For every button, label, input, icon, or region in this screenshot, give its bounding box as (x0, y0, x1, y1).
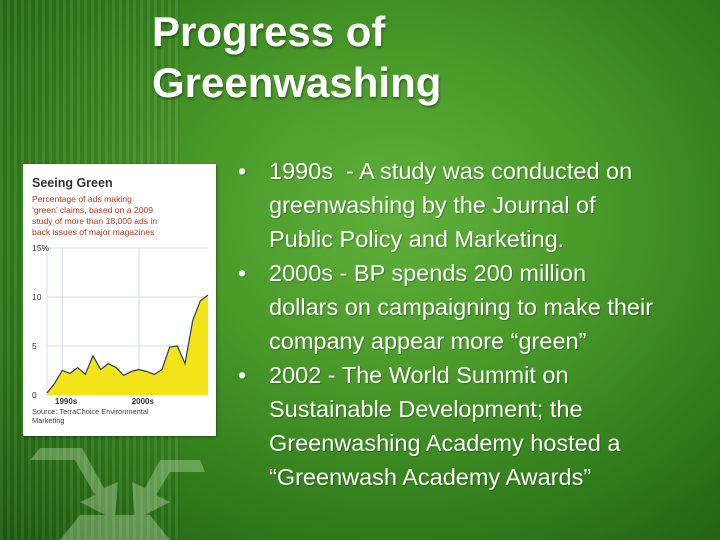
chart-source: Source: TerraChoice EnvironmentalMarketi… (32, 407, 149, 425)
greenwashing-chart: Seeing Green Percentage of ads making ‘gr… (23, 164, 216, 436)
x-tick-label: 1990s (55, 397, 78, 406)
chart-svg: Seeing Green Percentage of ads making‘gr… (32, 176, 209, 425)
bullet-line: “Greenwash Academy Awards” (269, 464, 592, 490)
bullet-line: company appear more “green” (269, 328, 587, 354)
chart-subtitle: Percentage of ads making‘green’ claims, … (32, 194, 157, 237)
chart-subtitle-line: study of more than 18,000 ads in (32, 216, 157, 226)
bullet-line: Public Policy and Marketing. (269, 226, 565, 252)
chart-source-line: Source: TerraChoice Environmental (32, 407, 149, 416)
recycle-icon (30, 448, 205, 540)
bullet-line: 2002 - The World Summit on (269, 362, 569, 388)
bullet-marker: • (238, 362, 247, 388)
chart-subtitle-line: ‘green’ claims, based on a 2009 (32, 205, 153, 215)
y-tick-label: 5 (32, 341, 37, 351)
bullet-line: Greenwashing Academy hosted a (269, 430, 621, 456)
chart-x-axis: 1990s 2000s (55, 397, 154, 406)
slide-title-line-2: Greenwashing (152, 59, 442, 106)
bullet-marker: • (238, 260, 247, 286)
bullet-item: • 2002 - The World Summit on Sustainable D… (238, 358, 720, 494)
chart-series-line (46, 294, 209, 394)
y-tick-label: 10 (32, 292, 42, 302)
slide-title: Progress of Greenwashing (152, 6, 572, 108)
bullet-line: greenwashing by the Journal of (269, 192, 596, 218)
x-tick-label: 2000s (132, 397, 155, 406)
bullet-item: • 1990s - A study was conducted on greenwa… (238, 154, 720, 256)
chart-title: Seeing Green (32, 176, 113, 190)
bullet-item: • 2000s - BP spends 200 million dollars on… (238, 256, 720, 358)
bullet-marker: • (238, 158, 247, 184)
bullet-line: 1990s - A study was conducted on (269, 158, 633, 184)
chart-area-layer (46, 294, 209, 395)
chart-source-line: Marketing (32, 416, 64, 425)
y-tick-label: 15% (32, 243, 49, 253)
bullet-list: • 1990s - A study was conducted on greenwa… (238, 154, 720, 494)
chart-area-fill (47, 295, 208, 395)
bullet-line: 2000s - BP spends 200 million (269, 260, 587, 286)
bullet-line: dollars on campaigning to make their (269, 294, 654, 320)
chart-subtitle-line: back issues of major magazines (32, 227, 154, 237)
chart-subtitle-line: Percentage of ads making (32, 194, 132, 204)
y-tick-label: 0 (32, 390, 37, 400)
chart-y-axis: 0 5 10 15% (32, 243, 49, 400)
bullet-line: Sustainable Development; the (269, 396, 583, 422)
slide-title-line-1: Progress of (152, 8, 386, 55)
